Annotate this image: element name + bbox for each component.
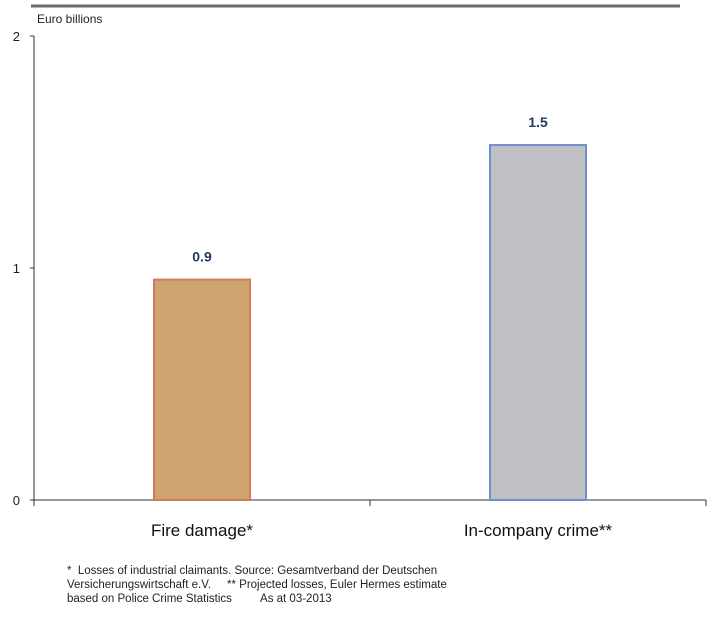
category-labels: Fire damage* In-company crime** [151,521,613,540]
y-axis-label: Euro billions [37,12,102,26]
bars [153,144,587,501]
category-label: In-company crime** [464,521,613,540]
x-ticks [33,500,707,506]
bar-in-company-crime [489,144,587,501]
bar-fire-damage [153,278,251,501]
data-label: 1.5 [528,114,548,130]
footnote-line-3: based on Police Crime Statistics As at 0… [67,593,332,605]
footnote-line-2: Versicherungswirtschaft e.V. ** Projecte… [67,579,447,591]
y-tick-label: 2 [13,29,20,44]
footnote-line-1: * Losses of industrial claimants. Source… [67,565,438,577]
y-tick-label: 0 [13,493,20,508]
data-labels: 0.9 1.5 [192,114,548,265]
category-label: Fire damage* [151,521,253,540]
y-ticks: 0 1 2 [13,29,34,508]
data-label: 0.9 [192,249,212,265]
y-tick-label: 1 [13,261,20,276]
